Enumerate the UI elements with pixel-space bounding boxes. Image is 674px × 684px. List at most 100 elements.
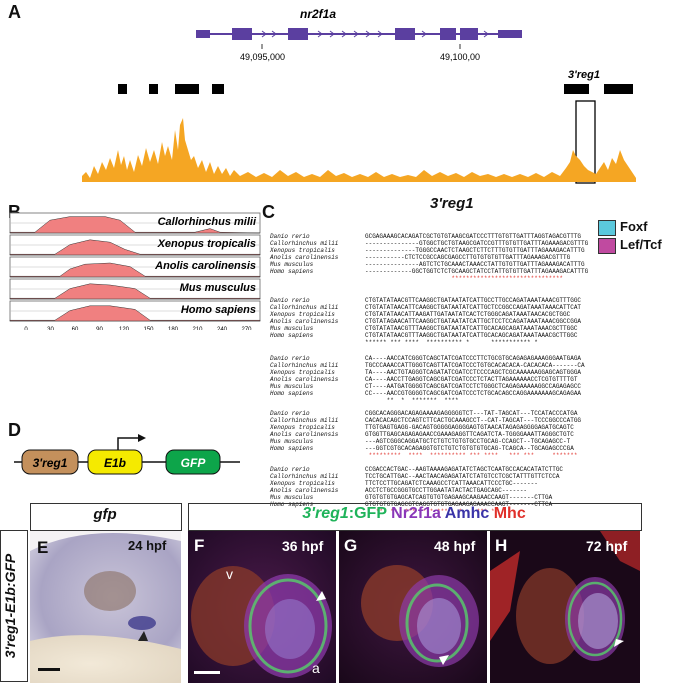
species-name: Mus musculus: [270, 494, 314, 501]
species-name: Mus musculus: [270, 261, 314, 268]
conserved-region: [9, 239, 261, 256]
x-tick-label: 0: [24, 327, 28, 330]
header-part-gfp: :GFP: [348, 505, 387, 522]
species-name: Callorhinchus milii: [270, 304, 339, 311]
sequence-row: ---------------AGTCTCTGCAAACTAAACCTATTGT…: [365, 261, 585, 268]
sequence-row: TA----AACTGTAGGGTCAGATATCGATCCTCCCCAGCTC…: [365, 369, 582, 376]
species-name: Danio rerio: [270, 297, 310, 304]
species-name: Homo sapiens: [270, 501, 314, 508]
sequence-row: CGGCACAGGGACAGAGAAAAGAGGGGGTCT---TAT-TAG…: [365, 410, 578, 417]
sequence-row: TTGTGAGTGAGG-GACAGTGGGGGAGGGGAGTGTAACATA…: [365, 424, 574, 431]
micrograph-h: [490, 531, 640, 683]
legend-swatch-foxf: [598, 220, 616, 236]
species-name: Danio rerio: [270, 355, 310, 362]
micrograph-f: [188, 531, 336, 683]
gfp-box: [165, 449, 221, 475]
x-tick-label: 60: [72, 327, 79, 330]
side-label-box: [0, 530, 28, 682]
conservation-row: *******************************: [365, 275, 564, 282]
conserved-elements: [118, 84, 633, 94]
sequence-row: CTGTATAGAACATTCAAGGCTGATAATATCATTGCTCCTC…: [365, 318, 582, 325]
species-name: Danio rerio: [270, 233, 310, 240]
coordinate-label-2: 49,100,00: [440, 52, 480, 62]
species-name: Xenopus tropicalis: [270, 424, 335, 431]
species-name: Anolis carolinensis: [270, 318, 339, 325]
species-label: Anolis carolinensis: [154, 260, 256, 272]
conserved-region: [9, 262, 261, 278]
stage-label-h: 72 hpf: [586, 538, 628, 554]
alignment-block: Danio rerio CTGTATATAACGTTCAAGGCTGATAATAT…: [270, 297, 670, 349]
species-label: Xenopus tropicalis: [157, 238, 256, 250]
coordinate-label-1: 49,095,000: [240, 52, 285, 62]
genome-track: nr2f1a 49,095,000 49,100,00 3'reg1: [82, 7, 636, 184]
species-name: Callorhinchus milii: [270, 417, 339, 424]
x-tick-label: 30: [47, 327, 54, 330]
panel-label-g: G: [344, 536, 358, 555]
sequence-row: -------------GGCTGGTCTCTGCAAGCTATCCTATTG…: [365, 268, 589, 275]
e1b-box: [87, 449, 143, 475]
sequence-row: ---GGTCGTGCACAGAGGTGTCTGTCTGTGTGTGCAG-TC…: [365, 445, 574, 452]
species-name: Xenopus tropicalis: [270, 369, 335, 376]
head-region: [84, 571, 136, 611]
conserved-region: [9, 283, 261, 300]
conservation-row: ** * ******* ****: [365, 397, 459, 404]
sequence-row: GTGTGTGTGAGCGTCAGGTGTGTGAGAAGAGAAACCAAGT…: [365, 501, 553, 508]
species-name: Mus musculus: [270, 438, 314, 445]
species-name: Xenopus tropicalis: [270, 311, 335, 318]
construct-label-gfp: GFP: [181, 456, 207, 470]
species-name: Homo sapiens: [270, 390, 314, 397]
sequence-row: GTGGTTGAGCAGAGAGAACCGAAAGAGGTTCAGATCTA-T…: [365, 431, 574, 438]
sequence-row: -----------CTCTCCGCCAGCGAGCCTTGTGTGTGTTG…: [365, 254, 571, 261]
species-name: Mus musculus: [270, 383, 314, 390]
sequence-row: CT----AATGATGGGGTCAGCGATCGATCCTCTGGGCTCA…: [365, 383, 582, 390]
species-name: Anolis carolinensis: [270, 376, 339, 383]
sequence-row: CTGTATATAACGTTCAAGGCTGATAATATCATTGCCTTGC…: [365, 297, 582, 304]
species-name: Anolis carolinensis: [270, 431, 339, 438]
sequence-row: CTGTATATAACATTCAAGGCTGATAATATCATTGCTCCGG…: [365, 304, 582, 311]
gene-exons: [196, 28, 522, 40]
sequence-row: GTGTGTGTGAGCATCAGTGTGTGAGAAGCAAGAACCAAGT…: [365, 494, 553, 501]
sequence-row: CACACACAGCTCCAGTCTTCACTGCAAAGCCT--CAT-TA…: [365, 417, 582, 424]
sequence-row: CTGTATATAACGTTTAAGGCTGATAATATCATTGCACAGC…: [365, 332, 578, 339]
fgh-header-box: [188, 503, 642, 531]
species-name: Homo sapiens: [270, 268, 314, 275]
species-label: Mus musculus: [180, 282, 256, 294]
panel-e-header: gfp: [93, 506, 117, 523]
vista-conservation-plot: Callorhinchus milii Xenopus tropicalis Ano…: [9, 212, 261, 330]
legend-swatch-leftcf: [598, 238, 616, 254]
x-tick-label: 90: [96, 327, 103, 330]
header-part-nr2f1a: Nr2f1a: [386, 505, 441, 522]
header-part-reg: 3'reg1: [302, 505, 349, 522]
sequence-row: --------------TGGGCCAACTCTAAGCTCTTCTTTGT…: [365, 247, 585, 254]
heart-signal: [128, 616, 156, 630]
sequence-row: CA----AACCTTGAGGTCAGCGATCGATCCCTCTACTTAG…: [365, 376, 578, 383]
highlight-box-3reg1: [575, 100, 596, 184]
sequence-row: TGCCCAAACCATTGGGTCAGTTATCGATCCCTGTGCACAC…: [365, 362, 585, 369]
conservation-row: ****** *** **** ********** * ***********…: [365, 339, 538, 346]
x-tick-label: 270: [241, 327, 252, 330]
x-tick-label: 120: [119, 327, 130, 330]
legend-label-leftcf: Lef/Tcf: [620, 237, 662, 252]
stage-label-g: 48 hpf: [434, 538, 476, 554]
sequence-row: CTGTATATAACGTTTAAGGCTGATAATATCATTGCACAGC…: [365, 325, 578, 332]
arrowhead-e: [138, 631, 148, 641]
sequence-row: CC----AACCGTGGGGTCAGCGATCGATCCCTCTGCACAG…: [365, 390, 582, 397]
panel-label-a: A: [8, 2, 21, 22]
sequence-row: GCGAGAAAGCACAGATCGCTGTGTAAGCGATCCCTTTGTG…: [365, 233, 582, 240]
atrium-label: a: [312, 660, 320, 676]
header-part-amhc: Amhc: [440, 505, 490, 522]
element-label-3reg1: 3'reg1: [568, 69, 600, 81]
header-part-mhc: Mhc: [489, 505, 526, 522]
conserved-region: [9, 305, 261, 322]
construct-diagram: 3'reg1 E1b GFP: [14, 434, 240, 475]
legend-label-foxf: Foxf: [620, 219, 648, 234]
species-name: Danio rerio: [270, 466, 310, 473]
panel-label-d: D: [8, 420, 21, 440]
panel-label-e: E: [37, 538, 49, 557]
sequence-row: CCGACCACTGAC--AAGTAAAAGAGATATCTAGCTCAATG…: [365, 466, 564, 473]
reg-element-box: [21, 449, 79, 475]
x-tick-label: 210: [192, 327, 203, 330]
intron-arrows: [261, 30, 489, 38]
species-name: Xenopus tropicalis: [270, 480, 335, 487]
conservation-row: ** ** *** *** *** * *** *: [365, 508, 495, 515]
